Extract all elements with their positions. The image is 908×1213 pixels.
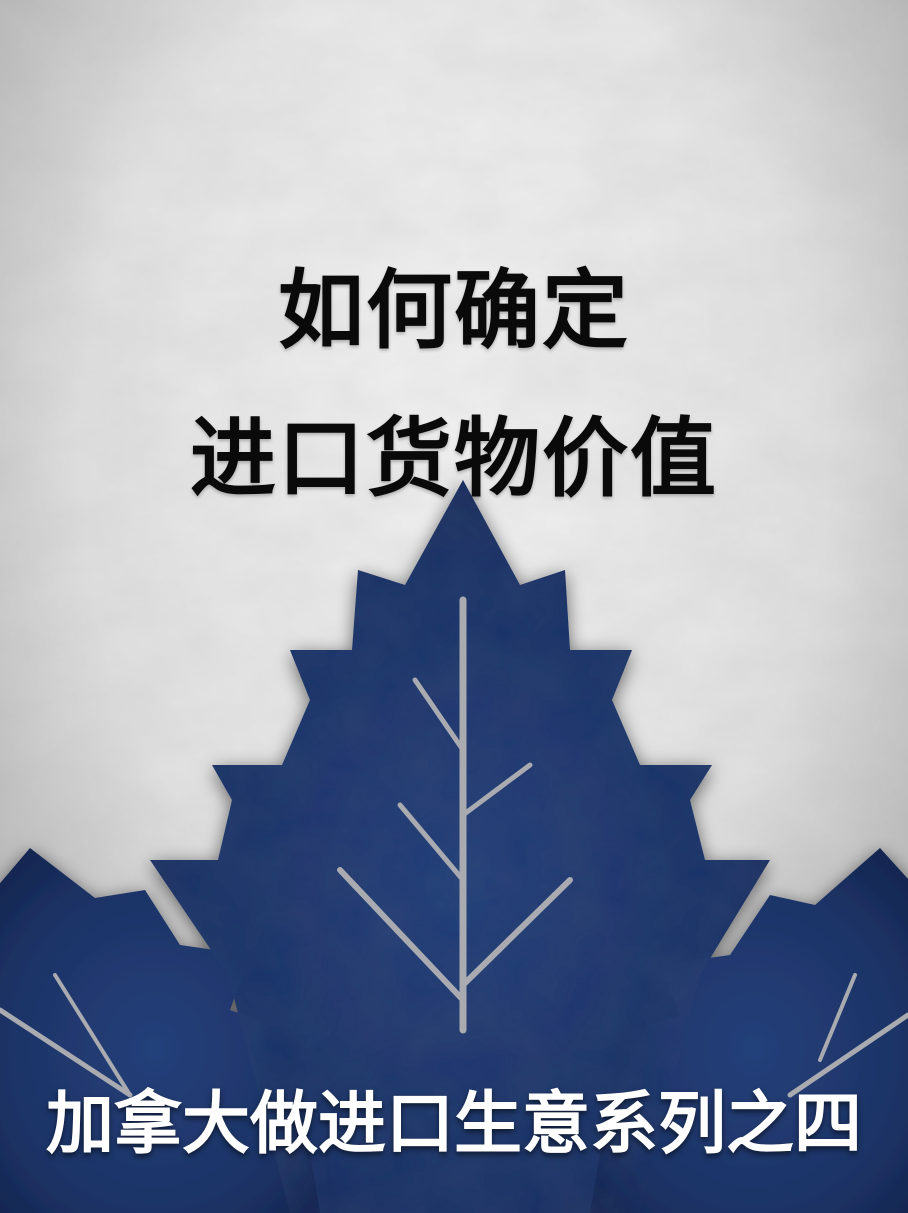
leaf-veins	[0, 596, 908, 1098]
series-subtitle: 加拿大做进口生意系列之四	[45, 1084, 862, 1164]
title-line-1: 如何确定	[278, 260, 630, 361]
title-line-2: 进口货物价值	[190, 408, 718, 509]
